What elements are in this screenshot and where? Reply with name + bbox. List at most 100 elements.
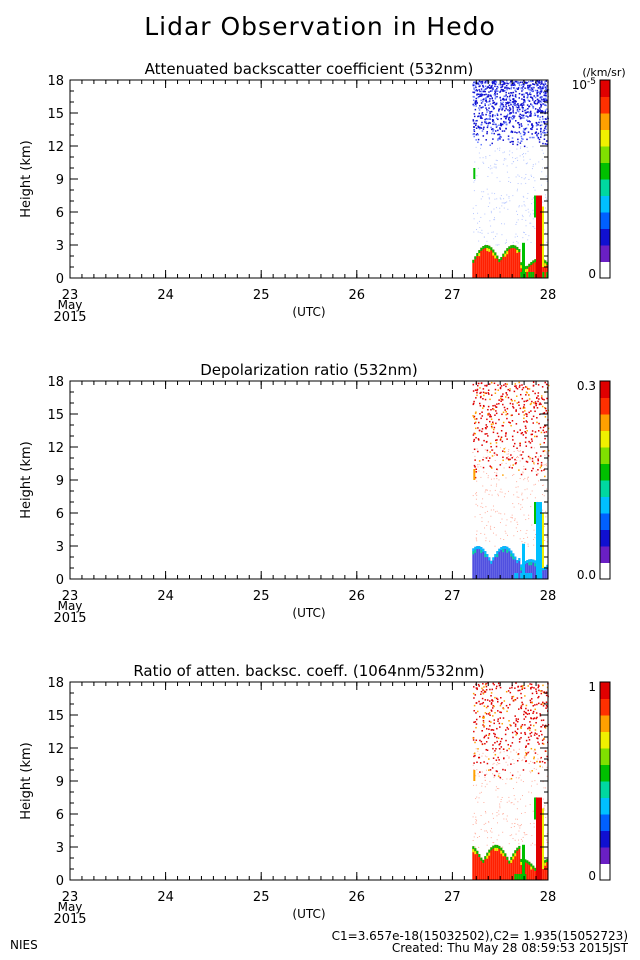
- signal-dot: [523, 93, 525, 95]
- haze-dot: [521, 214, 523, 216]
- haze-dot: [479, 232, 481, 234]
- signal-dot: [532, 390, 534, 392]
- signal-dot: [521, 84, 523, 86]
- signal-dot: [529, 110, 532, 113]
- signal-dot: [500, 703, 503, 705]
- signal-dot: [492, 423, 494, 425]
- signal-dot: [545, 91, 547, 93]
- signal-dot: [496, 125, 498, 127]
- colorbar-max-label: 1: [588, 680, 596, 694]
- signal-dot: [506, 95, 509, 98]
- cloud-edge: [534, 502, 536, 524]
- haze-dot: [534, 189, 536, 191]
- boundary-layer-col: [532, 865, 535, 880]
- signal-dot: [479, 93, 481, 96]
- haze-dot: [519, 460, 521, 462]
- boundary-layer-rim: [520, 861, 523, 865]
- boundary-layer-col: [478, 250, 481, 278]
- boundary-layer-rim: [542, 567, 545, 571]
- boundary-layer-rim: [486, 245, 489, 249]
- signal-dot: [509, 109, 511, 112]
- haze-dot: [512, 503, 514, 505]
- signal-dot: [495, 126, 498, 128]
- signal-dot: [541, 81, 543, 83]
- signal-dot: [478, 685, 480, 687]
- signal-dot: [502, 474, 504, 476]
- boundary-layer-col: [492, 249, 495, 278]
- signal-dot: [480, 102, 483, 104]
- haze-dot: [514, 518, 516, 520]
- boundary-layer-col: [506, 546, 509, 579]
- signal-dot: [545, 383, 548, 386]
- signal-dot: [536, 703, 538, 706]
- signal-dot: [507, 458, 510, 460]
- haze-dot: [543, 787, 545, 789]
- haze-dot: [494, 219, 496, 221]
- signal-dot: [493, 107, 495, 110]
- signal-dot: [545, 410, 548, 412]
- signal-dot: [490, 445, 492, 448]
- haze-dot: [485, 769, 487, 771]
- haze-dot: [499, 803, 501, 805]
- signal-dot: [540, 124, 543, 126]
- colorbar-segment: [600, 781, 610, 798]
- signal-dot: [509, 82, 511, 84]
- haze-dot: [524, 177, 526, 179]
- haze-dot: [504, 530, 506, 532]
- signal-dot: [503, 700, 506, 702]
- haze-dot: [476, 175, 478, 177]
- signal-dot: [472, 95, 475, 98]
- boundary-layer-rim: [530, 866, 533, 870]
- signal-dot: [522, 130, 525, 132]
- haze-dot: [517, 219, 519, 221]
- signal-dot: [505, 108, 507, 110]
- signal-dot: [507, 707, 509, 709]
- signal-dot: [498, 402, 500, 405]
- signal-dot: [544, 83, 547, 85]
- signal-dot: [489, 144, 491, 146]
- signal-dot: [509, 99, 512, 102]
- signal-dot: [544, 97, 547, 100]
- signal-dot: [481, 697, 484, 700]
- haze-dot: [500, 778, 502, 780]
- haze-dot: [526, 146, 528, 148]
- boundary-layer-rim: [506, 248, 509, 252]
- signal-dot: [498, 124, 500, 126]
- haze-dot: [530, 844, 532, 846]
- signal-dot: [535, 474, 538, 476]
- haze-dot: [501, 462, 503, 464]
- signal-dot: [512, 105, 514, 108]
- signal-dot: [525, 432, 527, 434]
- signal-dot: [515, 462, 517, 464]
- signal-dot: [477, 141, 479, 144]
- signal-dot: [541, 82, 543, 85]
- signal-dot: [477, 438, 480, 440]
- signal-dot: [499, 136, 501, 139]
- signal-dot: [528, 712, 530, 715]
- signal-dot: [478, 700, 480, 703]
- signal-dot: [544, 750, 547, 752]
- signal-dot: [543, 134, 546, 137]
- signal-dot: [474, 102, 477, 104]
- signal-dot: [541, 395, 543, 397]
- haze-dot: [515, 486, 517, 488]
- signal-dot: [526, 119, 528, 121]
- signal-dot: [540, 403, 542, 406]
- signal-dot: [493, 719, 496, 721]
- haze-dot: [508, 180, 510, 182]
- haze-dot: [525, 182, 527, 184]
- signal-dot: [485, 97, 487, 99]
- signal-dot: [492, 431, 495, 434]
- signal-dot: [489, 451, 491, 453]
- signal-dot: [485, 685, 488, 688]
- signal-dot: [547, 384, 550, 387]
- signal-dot: [531, 88, 534, 91]
- signal-dot: [474, 476, 477, 479]
- haze-dot: [515, 818, 517, 820]
- haze-dot: [483, 162, 485, 164]
- signal-dot: [516, 431, 519, 434]
- signal-dot: [483, 439, 485, 442]
- boundary-layer-base: [514, 874, 517, 880]
- signal-dot: [534, 114, 537, 116]
